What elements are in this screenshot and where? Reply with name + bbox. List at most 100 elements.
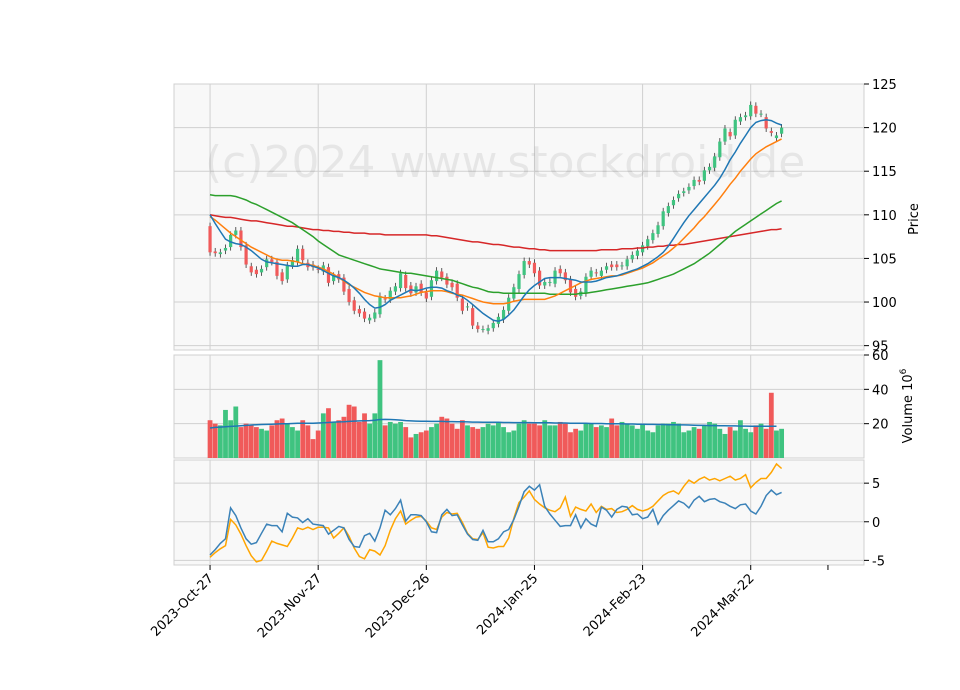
candle-up xyxy=(630,254,634,260)
volume-bar xyxy=(774,430,779,458)
volume-bar xyxy=(496,421,501,458)
candle-down xyxy=(280,272,284,282)
volume-bar xyxy=(284,423,290,458)
volume-bar xyxy=(207,420,213,458)
volume-bar xyxy=(598,425,604,458)
volume-bar xyxy=(480,427,486,458)
volume-bar xyxy=(768,392,774,458)
candle-up xyxy=(604,266,609,270)
volume-bar xyxy=(521,420,527,458)
volume-bar xyxy=(372,413,378,458)
candle-up xyxy=(707,166,712,171)
volume-bar xyxy=(305,425,311,458)
volume-bar xyxy=(516,423,522,458)
candle-up xyxy=(373,312,377,319)
candle-down xyxy=(615,264,619,268)
candle-down xyxy=(383,298,387,300)
volume-bar xyxy=(485,423,491,458)
volume-bar xyxy=(331,421,337,458)
volume-bar xyxy=(259,428,264,458)
volume-bar xyxy=(604,427,609,458)
candle-down xyxy=(244,245,248,265)
candle-down xyxy=(769,131,773,133)
volume-bar xyxy=(212,423,218,458)
volume-bar xyxy=(279,418,285,458)
volume-bar xyxy=(470,427,476,458)
volume-bar xyxy=(269,425,275,458)
candle-down xyxy=(213,251,217,254)
volume-bar xyxy=(738,420,743,458)
candle-up xyxy=(501,309,506,320)
candle-up xyxy=(398,273,403,289)
volume-bar xyxy=(701,425,707,458)
macd-line xyxy=(209,483,782,556)
volume-bar xyxy=(532,423,537,458)
candle-down xyxy=(424,292,428,299)
candle-up xyxy=(677,193,681,199)
volume-bar xyxy=(382,425,388,458)
volume-bar xyxy=(290,427,295,458)
volume-bar xyxy=(727,427,733,458)
candle-down xyxy=(239,230,243,248)
x-tick-label: 2023-Nov-27 xyxy=(255,571,325,641)
candle-up xyxy=(646,239,650,247)
candle-down xyxy=(316,268,320,270)
candle-up xyxy=(625,259,629,267)
x-tick-label: 2024-Jan-25 xyxy=(474,571,541,638)
candle-up xyxy=(522,261,526,275)
candle-up xyxy=(218,252,222,255)
volume-bar xyxy=(691,427,697,458)
volume-ma-line xyxy=(209,418,777,429)
volume-bar xyxy=(300,420,306,458)
candle-down xyxy=(754,105,758,114)
volume-bar xyxy=(707,421,712,458)
candle-down xyxy=(326,267,331,283)
candle-down xyxy=(440,271,444,278)
candle-down xyxy=(249,266,253,273)
y-tick-label: 5 xyxy=(872,477,880,492)
volume-bar xyxy=(753,425,759,458)
candle-down xyxy=(342,277,346,292)
candle-down xyxy=(532,262,537,274)
volume-bar xyxy=(465,425,470,458)
volume-bar xyxy=(362,413,367,458)
candle-up xyxy=(234,230,238,235)
volume-bar xyxy=(413,433,419,458)
volume-bar xyxy=(475,428,481,458)
volume-bar xyxy=(614,425,620,458)
candle-down xyxy=(270,259,274,262)
volume-bar xyxy=(681,432,687,458)
volume-bar xyxy=(655,425,661,458)
candle-up xyxy=(290,260,295,266)
candle-down xyxy=(574,288,578,297)
candle-up xyxy=(687,186,691,191)
volume-bar xyxy=(609,418,615,458)
volume-bar xyxy=(418,432,424,458)
volume-bar xyxy=(526,423,532,458)
candle-up xyxy=(414,286,418,293)
y-tick-label: 95 xyxy=(872,340,889,355)
candle-down xyxy=(764,117,768,129)
volume-bar xyxy=(449,423,455,458)
volume-bar xyxy=(310,439,316,458)
volume-bar xyxy=(748,432,754,458)
candle-up xyxy=(295,248,300,262)
volume-bar xyxy=(557,421,563,458)
candle-down xyxy=(460,298,464,311)
candle-down xyxy=(455,283,459,298)
volume-bar xyxy=(696,428,702,458)
signal-line xyxy=(209,462,783,563)
volume-bar xyxy=(542,420,548,458)
y-tick-label: -5 xyxy=(872,554,885,569)
candle-down xyxy=(208,226,212,253)
candle-down xyxy=(697,179,701,182)
candle-down xyxy=(419,283,423,293)
volume-bar xyxy=(393,423,398,458)
volume-bar xyxy=(573,428,579,458)
candle-up xyxy=(259,268,264,273)
volume-axis-label: Volume 106 xyxy=(899,368,916,443)
candle-down xyxy=(352,300,356,311)
candle-up xyxy=(671,199,676,206)
volume-bar xyxy=(758,423,764,458)
volume-bar xyxy=(490,425,496,458)
